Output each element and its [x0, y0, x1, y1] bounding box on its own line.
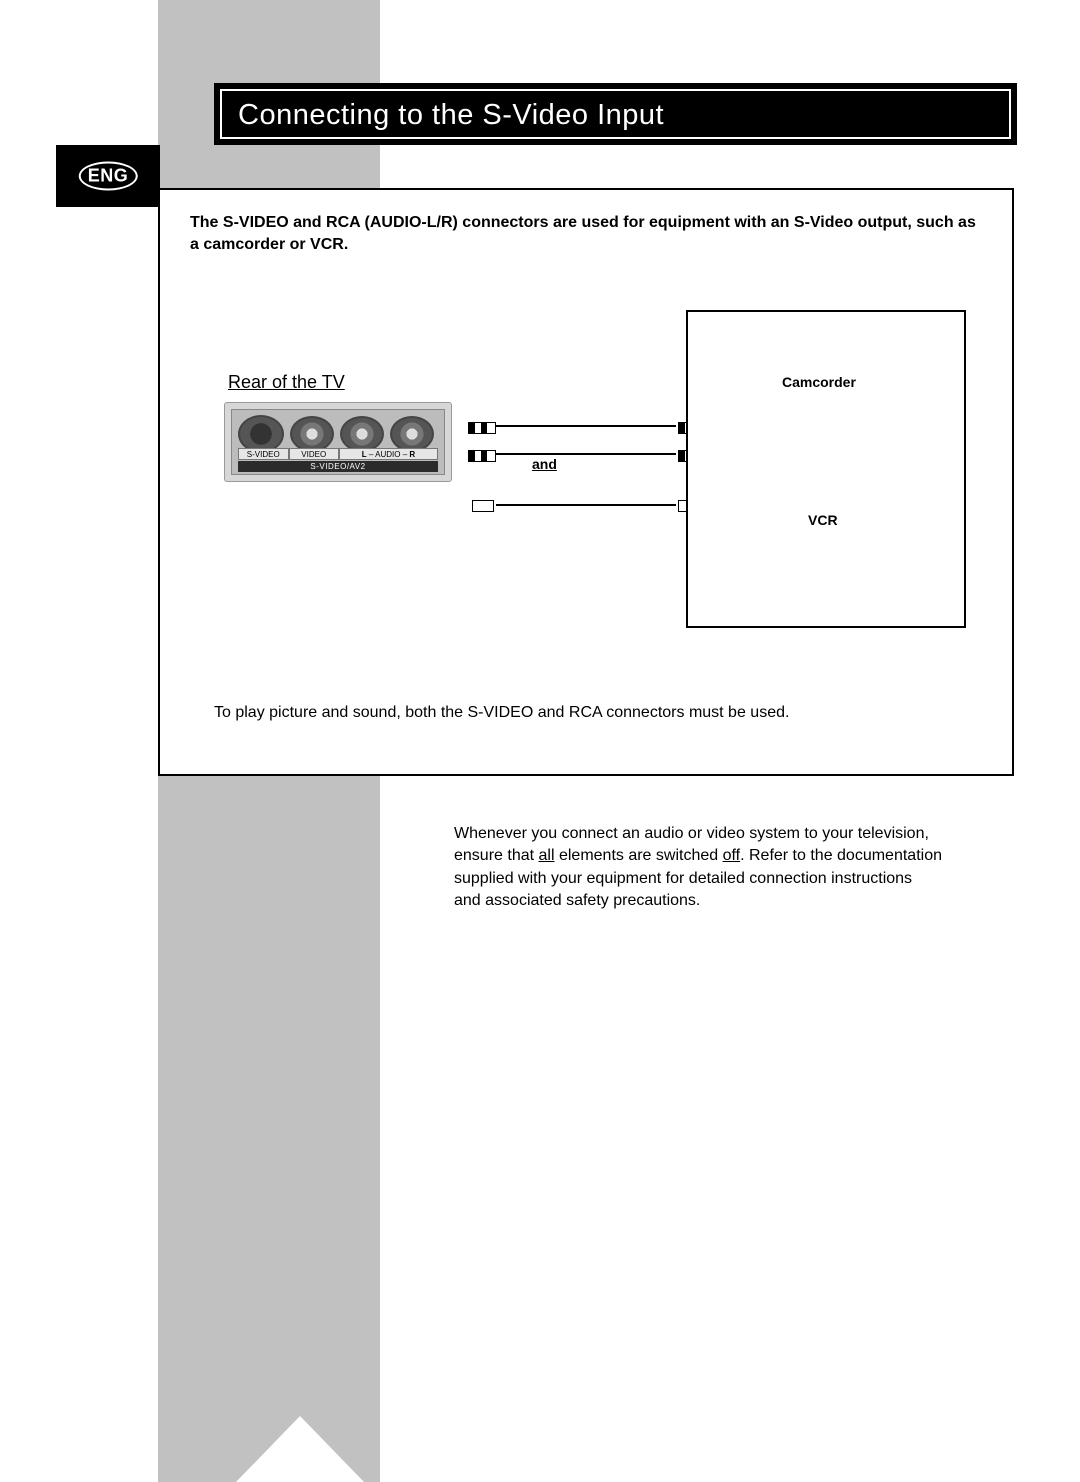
footer-all: all	[539, 847, 555, 864]
svideo-cable	[496, 504, 676, 514]
audio-label: – AUDIO –	[369, 450, 407, 459]
rear-of-tv-label: Rear of the TV	[228, 372, 345, 393]
intro-text: The S-VIDEO and RCA (AUDIO-L/R) connecto…	[190, 212, 980, 255]
svideo-plug-left-icon	[472, 500, 494, 512]
footer-note: Whenever you connect an audio or video s…	[454, 823, 1014, 913]
rca-cable-1	[496, 425, 676, 435]
and-label: and	[532, 456, 557, 472]
rca-plug-left-icon	[468, 422, 494, 432]
vcr-label: VCR	[808, 512, 838, 528]
audio-l-symbol: L	[362, 450, 367, 459]
connector-panel-inner: S-VIDEO VIDEO L – AUDIO – R S-VIDEO/AV2	[231, 409, 445, 475]
device-box: Camcorder VCR	[686, 310, 966, 628]
footer-line2c: . Refer to the documentation	[740, 847, 942, 864]
connector-panel: S-VIDEO VIDEO L – AUDIO – R S-VIDEO/AV2	[224, 402, 452, 482]
footer-off: off	[723, 847, 741, 864]
main-content-box: The S-VIDEO and RCA (AUDIO-L/R) connecto…	[158, 188, 1014, 776]
box-note: To play picture and sound, both the S-VI…	[214, 702, 984, 724]
audio-l-port-icon	[340, 416, 384, 452]
port-label-row: S-VIDEO VIDEO L – AUDIO – R	[238, 448, 438, 460]
audio-r-port-icon	[390, 416, 434, 452]
footer-line2b: elements are switched	[555, 847, 723, 864]
video-port-icon	[290, 416, 334, 452]
footer-line3: supplied with your equipment for detaile…	[454, 870, 912, 887]
svideo-port-label: S-VIDEO	[238, 448, 289, 460]
camcorder-label: Camcorder	[782, 374, 856, 390]
language-badge: ENG	[79, 162, 138, 191]
video-port-label: VIDEO	[289, 448, 340, 460]
footer-line2a: ensure that	[454, 847, 539, 864]
footer-line1: Whenever you connect an audio or video s…	[454, 825, 929, 842]
panel-bottom-label: S-VIDEO/AV2	[238, 461, 438, 472]
audio-r-symbol: R	[409, 450, 415, 459]
audio-port-label: L – AUDIO – R	[339, 448, 438, 460]
rca-cable-2	[496, 453, 676, 463]
language-badge-box: ENG	[56, 145, 160, 207]
rca-plug-left-icon	[468, 450, 494, 460]
page-footer-triangle-icon	[236, 1416, 364, 1482]
title-bar: Connecting to the S-Video Input	[218, 87, 1013, 141]
page: ENG Connecting to the S-Video Input The …	[0, 0, 1080, 1482]
footer-line4: and associated safety precautions.	[454, 892, 700, 909]
page-title: Connecting to the S-Video Input	[220, 89, 1011, 142]
